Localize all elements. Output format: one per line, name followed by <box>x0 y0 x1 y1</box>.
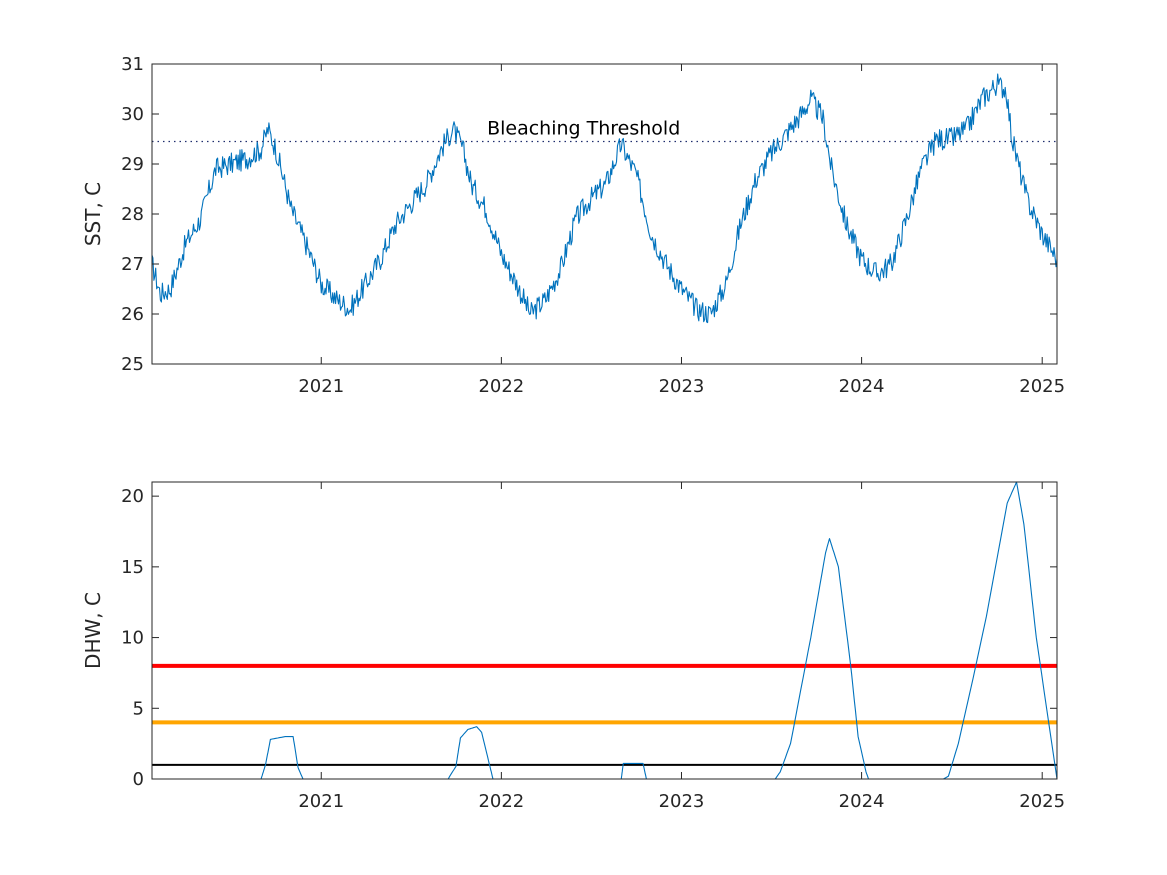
x-tick-label: 2025 <box>1019 376 1065 397</box>
x-tick-label: 2024 <box>839 376 885 397</box>
y-tick-label: 25 <box>121 354 144 375</box>
y-tick-label: 29 <box>121 154 144 175</box>
x-tick-label: 2023 <box>659 376 705 397</box>
x-tick-label: 2023 <box>659 791 705 812</box>
y-tick-label: 30 <box>121 104 144 125</box>
x-tick-label: 2025 <box>1019 791 1065 812</box>
y-tick-label: 28 <box>121 204 144 225</box>
dhw-y-axis-label: DHW, C <box>81 592 105 669</box>
x-tick-label: 2021 <box>298 791 344 812</box>
dhw-series-line <box>152 481 1058 780</box>
y-tick-label: 26 <box>121 304 144 325</box>
y-tick-label: 0 <box>133 769 144 790</box>
x-tick-label: 2021 <box>298 376 344 397</box>
bleaching-threshold-label: Bleaching Threshold <box>487 118 680 140</box>
x-tick-label: 2022 <box>478 791 524 812</box>
y-tick-label: 10 <box>121 628 144 649</box>
y-tick-label: 15 <box>121 557 144 578</box>
sst-series-line <box>151 73 1058 324</box>
y-tick-label: 31 <box>121 54 144 75</box>
x-tick-label: 2022 <box>478 376 524 397</box>
x-tick-label: 2024 <box>839 791 885 812</box>
y-tick-label: 5 <box>133 698 144 719</box>
sst-y-axis-label: SST, C <box>81 182 105 246</box>
y-tick-label: 27 <box>121 254 144 275</box>
sst-chart: Bleaching Threshold 2021 2022 2023 2024 2025… <box>81 54 1065 397</box>
y-tick-label: 20 <box>121 486 144 507</box>
dhw-axes-frame <box>151 481 1058 780</box>
dhw-chart: 2021 2022 2023 2024 2025 0 5 10 15 20 DHW, C <box>81 481 1065 812</box>
